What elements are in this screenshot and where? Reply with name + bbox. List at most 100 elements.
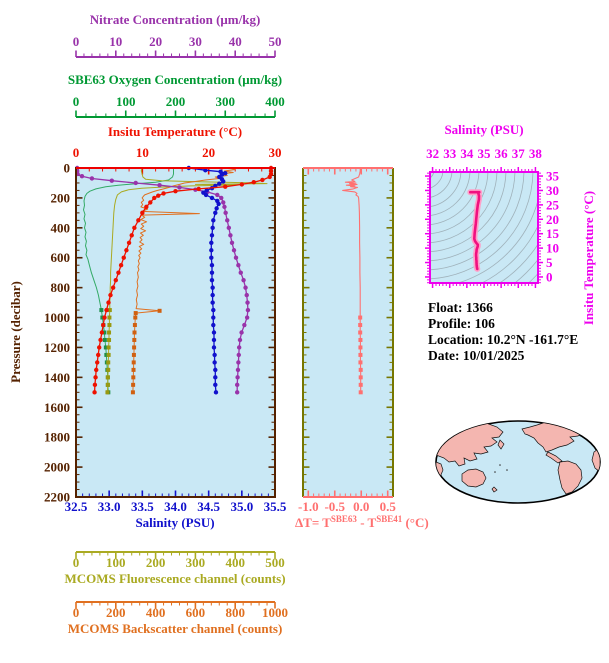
temperature-marker: [104, 307, 109, 313]
salinity-axis-tick-label: 35.5: [264, 499, 287, 514]
temperature-marker: [113, 277, 119, 283]
nitrate-axis-tick-label: 0: [73, 34, 80, 49]
backscatter-marker: [133, 311, 138, 316]
oxygen-marker: [102, 337, 107, 342]
temperature-marker: [92, 390, 97, 395]
temperature-marker: [95, 360, 100, 365]
salinity-axis-tick-label: 35.0: [230, 499, 253, 514]
nitrate-marker: [236, 360, 241, 365]
nitrate-curve: [76, 168, 249, 393]
delta-t-marker: [358, 367, 363, 372]
oxygen-curve: [83, 168, 174, 393]
temperature-marker: [93, 375, 98, 380]
pressure-axis-title: Pressure (decibar): [8, 281, 23, 383]
location-text: Location: 10.2°N -161.7°E: [428, 332, 578, 347]
fluorescence-marker: [106, 360, 111, 365]
salinity-axis-tick-label: 34.5: [197, 499, 220, 514]
salinity-marker: [211, 322, 216, 328]
backscatter-axis-tick-label: 800: [225, 605, 245, 620]
nitrate-marker: [221, 200, 226, 205]
fluorescence-marker: [107, 337, 112, 342]
temperature-marker: [116, 270, 121, 275]
temperature-marker: [152, 195, 157, 201]
ts-plot-frame: [429, 171, 539, 284]
oxygen-marker: [102, 330, 107, 335]
map-land-africa-east-edge: [591, 447, 600, 473]
map-land-central-america: [545, 451, 563, 464]
map-island-dot: [494, 471, 496, 473]
salinity-axis-tick-label: 33.5: [131, 499, 154, 514]
temperature-marker: [94, 367, 99, 373]
dt-axis-bottom-tick-label: -1.0: [298, 499, 319, 514]
dt-axis-bottom-tick-label: -0.5: [324, 499, 345, 514]
delta-t-axis-title: ΔT= TSBE63 - TSBE41 (°C): [295, 514, 429, 530]
salinity-marker: [209, 233, 215, 238]
salinity-marker: [209, 240, 214, 245]
map-land-new-zealand: [491, 486, 498, 493]
nitrate-marker: [244, 315, 250, 320]
ts-temp-tick-label: 15: [546, 226, 560, 241]
nitrate-marker: [244, 292, 249, 298]
oxygen-axis-tick-label: 400: [265, 94, 285, 109]
fluorescence-marker: [107, 323, 112, 328]
delta-t-marker: [358, 337, 363, 342]
salinity-marker: [213, 375, 218, 380]
nitrate-marker: [229, 240, 235, 245]
backscatter-marker: [131, 382, 136, 387]
temperature-marker: [121, 255, 126, 260]
nitrate-marker: [225, 218, 230, 223]
backscatter-axis-tick-label: 1000: [262, 605, 288, 620]
temperature-marker: [156, 193, 161, 198]
ts-sal-tick-label: 38: [529, 146, 543, 161]
oxygen-axis-tick-label: 300: [216, 94, 236, 109]
ts-sal-tick-label: 36: [495, 146, 509, 161]
temperature-marker: [108, 292, 113, 298]
delta-t-marker: [358, 382, 363, 387]
salinity-marker: [213, 210, 218, 216]
nitrate-marker: [223, 210, 228, 216]
nitrate-axis-title: Nitrate Concentration (μm/kg): [90, 12, 261, 27]
map-land-australia: [461, 468, 487, 488]
backscatter-marker: [132, 337, 137, 342]
salinity-marker: [209, 248, 214, 253]
salinity-marker: [211, 218, 216, 223]
nitrate-marker: [236, 263, 241, 268]
temperature-marker: [251, 180, 256, 185]
nitrate-marker: [177, 185, 182, 190]
pressure-axis-left-tick-label: 2000: [44, 460, 70, 475]
nitrate-marker: [79, 174, 85, 179]
ts-temp-tick-label: 5: [546, 255, 553, 270]
delta-t-marker: [358, 323, 363, 328]
map-land-japan: [497, 439, 505, 450]
backscatter-marker: [133, 315, 138, 320]
temperature-curve: [93, 168, 272, 393]
fluorescence-marker: [106, 345, 111, 350]
nitrate-marker: [215, 192, 220, 198]
pressure-axis-left-tick-label: 2200: [44, 490, 70, 505]
float-id-text: Float: 1366: [428, 300, 493, 315]
temperature-axis-tick-label: 20: [202, 145, 215, 160]
pressure-axis-left-tick-label: 1400: [44, 370, 70, 385]
salinity-marker: [203, 192, 209, 198]
nitrate-marker: [238, 270, 243, 275]
pressure-axis-left-tick-label: 1600: [44, 400, 70, 415]
dt-axis-bottom-tick-label: 0.0: [353, 499, 369, 514]
nitrate-marker: [242, 322, 247, 328]
float-info-block: Float: 1366 Profile: 106 Location: 10.2°…: [428, 300, 578, 363]
nitrate-marker: [231, 248, 237, 253]
salinity-marker: [209, 277, 215, 283]
temperature-marker: [136, 218, 141, 223]
nitrate-marker: [109, 178, 115, 183]
nitrate-marker: [245, 307, 251, 313]
delta-t-marker: [358, 352, 363, 357]
temperature-axis-tick-label: 0: [73, 145, 80, 160]
oxygen-axis-tick-label: 0: [73, 94, 80, 109]
dt-axis-bottom-tick-label: 0.5: [380, 499, 397, 514]
delta-t-marker: [358, 390, 363, 395]
salinity-marker: [212, 360, 217, 365]
fluorescence-marker: [107, 308, 112, 313]
temperature-marker: [97, 345, 102, 350]
ts-temp-tick-label: 10: [546, 241, 559, 256]
temperature-marker: [106, 300, 111, 305]
